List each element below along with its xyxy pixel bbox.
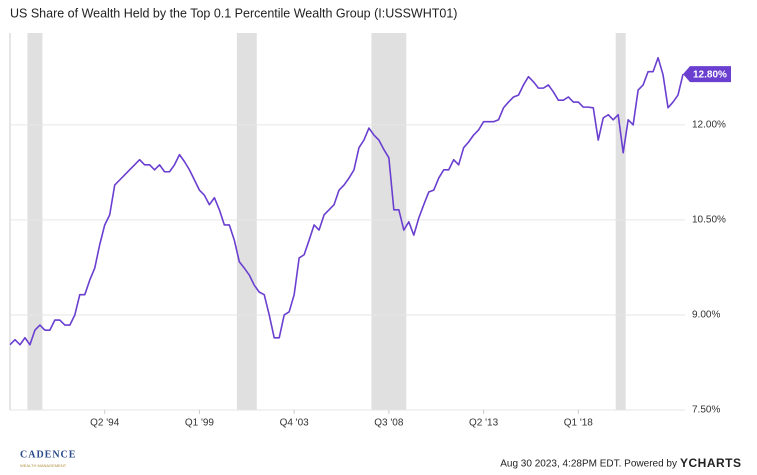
shaded-range — [615, 33, 626, 410]
logo-sub: WEALTH MANAGEMENT — [20, 463, 67, 468]
y-tick-label: 12.00% — [692, 120, 726, 131]
x-tick-label: Q3 '08 — [374, 418, 404, 429]
x-tick-label: Q1 '99 — [185, 418, 215, 429]
chart-title: US Share of Wealth Held by the Top 0.1 P… — [10, 6, 457, 20]
x-tick-label: Q2 '13 — [469, 418, 499, 429]
y-tick-label: 7.50% — [692, 405, 720, 416]
x-tick-label: Q1 '18 — [564, 418, 594, 429]
logo: CADENCE — [20, 449, 76, 460]
last-value-label: 12.80% — [693, 69, 727, 80]
y-tick-label: 9.00% — [692, 310, 720, 321]
series-line — [9, 56, 684, 346]
y-tick-label: 10.50% — [692, 215, 726, 226]
x-tick-label: Q2 '94 — [90, 418, 120, 429]
last-value-tag — [683, 66, 731, 83]
shaded-range — [236, 33, 257, 410]
timestamp: Aug 30 2023, 4:28PM EDT. Powered by — [500, 459, 677, 470]
shaded-range — [27, 33, 43, 410]
shaded-range — [371, 33, 407, 410]
x-tick-label: Q4 '03 — [280, 418, 310, 429]
brand: YCHARTS — [680, 456, 742, 470]
